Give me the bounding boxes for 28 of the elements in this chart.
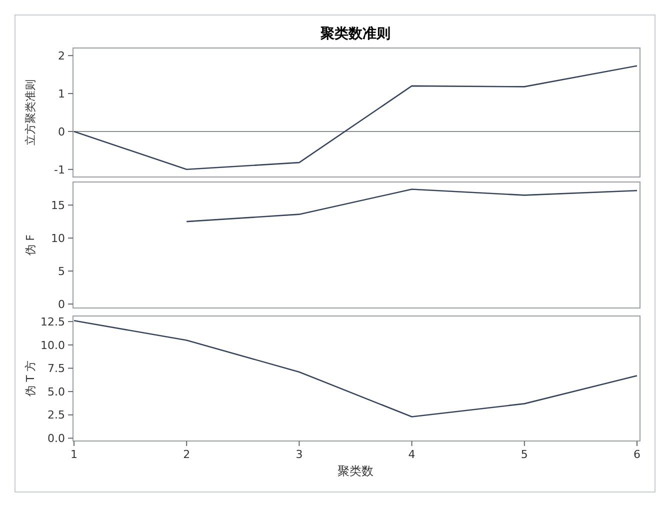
- y-tick-label: 10.0: [40, 338, 65, 352]
- x-tick-label: 6: [634, 448, 640, 461]
- y-tick-label: 5: [58, 264, 65, 278]
- x-tick-label: 4: [408, 448, 416, 461]
- y-tick-label: 15: [51, 198, 65, 212]
- y-tick-label: 5.0: [48, 385, 65, 398]
- y-tick-label: 0: [58, 125, 65, 138]
- y-axis-title: 伪 F: [24, 234, 37, 256]
- x-tick-label: 1: [70, 448, 78, 461]
- x-tick-label: 3: [296, 448, 303, 461]
- y-tick-label: 2: [58, 49, 65, 62]
- y-tick-label: 2.5: [48, 408, 65, 422]
- x-tick-label: 2: [183, 448, 190, 461]
- x-tick-label: 5: [520, 448, 528, 461]
- y-tick-label: 10: [51, 232, 65, 245]
- y-tick-label: 0: [58, 298, 65, 311]
- y-axis-title: 伪 T 方: [24, 360, 37, 396]
- line-series: [186, 188, 638, 222]
- y-tick-label: 12.5: [40, 315, 65, 328]
- y-tick-label: 0.0: [48, 432, 65, 446]
- line-series: [73, 65, 638, 170]
- y-axis-title: 立方聚类准则: [24, 80, 37, 146]
- line-series: [73, 320, 638, 418]
- y-tick-label: -1: [54, 163, 65, 176]
- x-axis-title: 聚类数: [338, 464, 374, 478]
- y-tick-label: 7.5: [48, 362, 65, 376]
- y-tick-label: 1: [58, 87, 65, 100]
- chart-title: 聚类数准则: [320, 26, 390, 42]
